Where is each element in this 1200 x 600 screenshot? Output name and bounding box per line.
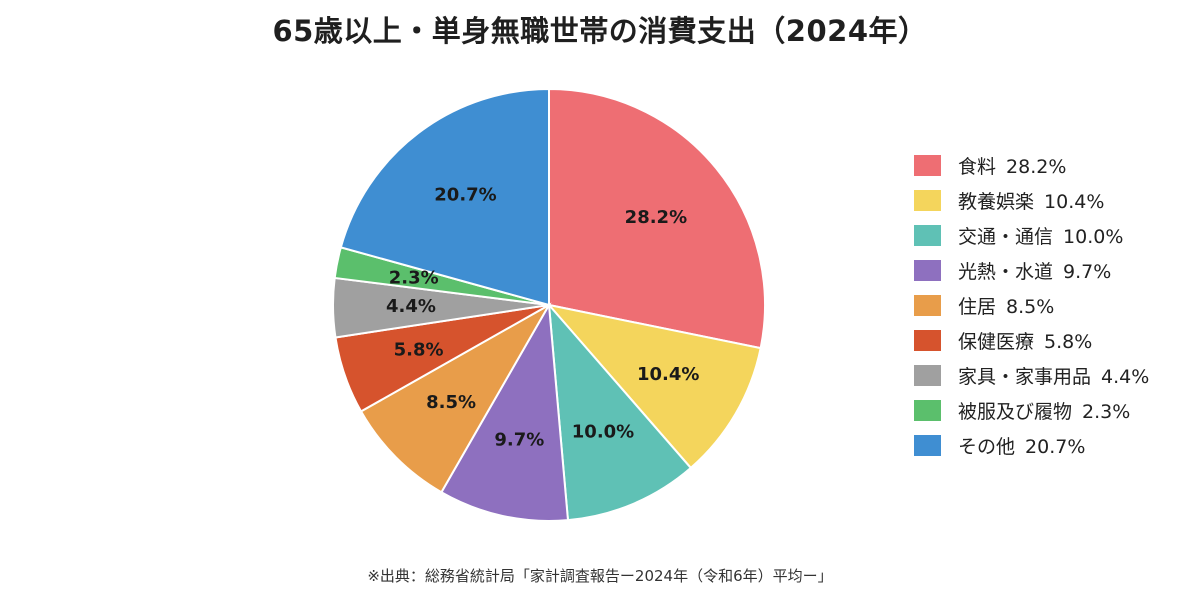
legend-text: 光熱・水道 9.7% xyxy=(958,257,1111,284)
legend-text: 食料 28.2% xyxy=(958,152,1066,179)
legend-label: 保健医療 xyxy=(958,331,1035,353)
legend-swatch xyxy=(914,365,941,386)
legend-item-7: 家具・家事用品 4.4% xyxy=(914,358,1149,393)
legend-label: 交通・通信 xyxy=(958,226,1054,248)
pie-slice-4 xyxy=(440,301,570,522)
legend-text: 交通・通信 10.0% xyxy=(958,222,1123,249)
legend-label: その他 xyxy=(958,436,1016,458)
chart-title: 65歳以上・単身無職世帯の消費支出（2024年） xyxy=(272,14,928,48)
legend-value: 20.7% xyxy=(1025,436,1086,458)
legend-text: その他 20.7% xyxy=(958,432,1085,459)
legend-swatch xyxy=(914,225,941,246)
pie-slice-3 xyxy=(547,302,693,522)
legend-value: 8.5% xyxy=(1006,296,1055,318)
legend-swatch xyxy=(914,260,941,281)
legend-text: 家具・家事用品 4.4% xyxy=(958,362,1149,389)
legend-label: 光熱・水道 xyxy=(958,261,1054,283)
legend-value: 4.4% xyxy=(1101,366,1150,388)
legend-item-2: 教養娯楽 10.4% xyxy=(914,183,1149,218)
slice-value-label-3: 10.0% xyxy=(572,422,634,443)
legend-item-4: 光熱・水道 9.7% xyxy=(914,253,1149,288)
legend-text: 保健医療 5.8% xyxy=(958,327,1092,354)
source-note: ※出典：総務省統計局「家計調査報告ー2024年（令和6年）平均ー」 xyxy=(367,567,833,585)
legend-label: 住居 xyxy=(958,296,997,318)
legend-swatch xyxy=(914,435,941,456)
pie-slice-1 xyxy=(548,87,766,350)
legend-value: 2.3% xyxy=(1082,401,1131,423)
legend-value: 5.8% xyxy=(1044,331,1093,353)
slice-value-label-2: 10.4% xyxy=(637,364,699,385)
legend-swatch xyxy=(914,155,941,176)
legend-item-9: その他 20.7% xyxy=(914,428,1149,463)
legend-item-3: 交通・通信 10.0% xyxy=(914,218,1149,253)
slice-value-label-8: 2.3% xyxy=(389,267,439,288)
legend-value: 9.7% xyxy=(1063,261,1112,283)
pie-slice-9 xyxy=(339,87,550,307)
slice-value-label-5: 8.5% xyxy=(426,392,476,413)
legend-swatch xyxy=(914,190,941,211)
legend-text: 教養娯楽 10.4% xyxy=(958,187,1104,214)
legend-item-6: 保健医療 5.8% xyxy=(914,323,1149,358)
legend: 食料 28.2% 教養娯楽 10.4% 交通・通信 10.0% 光熱・水道 9.7% 住居 8.5… xyxy=(914,148,1149,463)
legend-item-5: 住居 8.5% xyxy=(914,288,1149,323)
legend-label: 教養娯楽 xyxy=(958,191,1035,213)
legend-item-8: 被服及び履物 2.3% xyxy=(914,393,1149,428)
slice-value-label-1: 28.2% xyxy=(625,207,687,228)
legend-label: 食料 xyxy=(958,156,997,178)
slice-value-label-6: 5.8% xyxy=(394,340,444,361)
pie-slice-5 xyxy=(359,302,552,494)
legend-value: 10.4% xyxy=(1044,191,1105,213)
slice-value-label-7: 4.4% xyxy=(386,296,436,317)
legend-label: 被服及び履物 xyxy=(958,401,1073,423)
legend-label: 家具・家事用品 xyxy=(958,366,1092,388)
legend-value: 10.0% xyxy=(1063,226,1124,248)
legend-swatch xyxy=(914,330,941,351)
legend-swatch xyxy=(914,400,941,421)
legend-item-1: 食料 28.2% xyxy=(914,148,1149,183)
pie-slice-2 xyxy=(546,303,762,470)
legend-text: 住居 8.5% xyxy=(958,292,1054,319)
slice-value-label-4: 9.7% xyxy=(494,429,544,450)
legend-value: 28.2% xyxy=(1006,156,1067,178)
legend-text: 被服及び履物 2.3% xyxy=(958,397,1130,424)
legend-swatch xyxy=(914,295,941,316)
slice-value-label-9: 20.7% xyxy=(434,185,496,206)
